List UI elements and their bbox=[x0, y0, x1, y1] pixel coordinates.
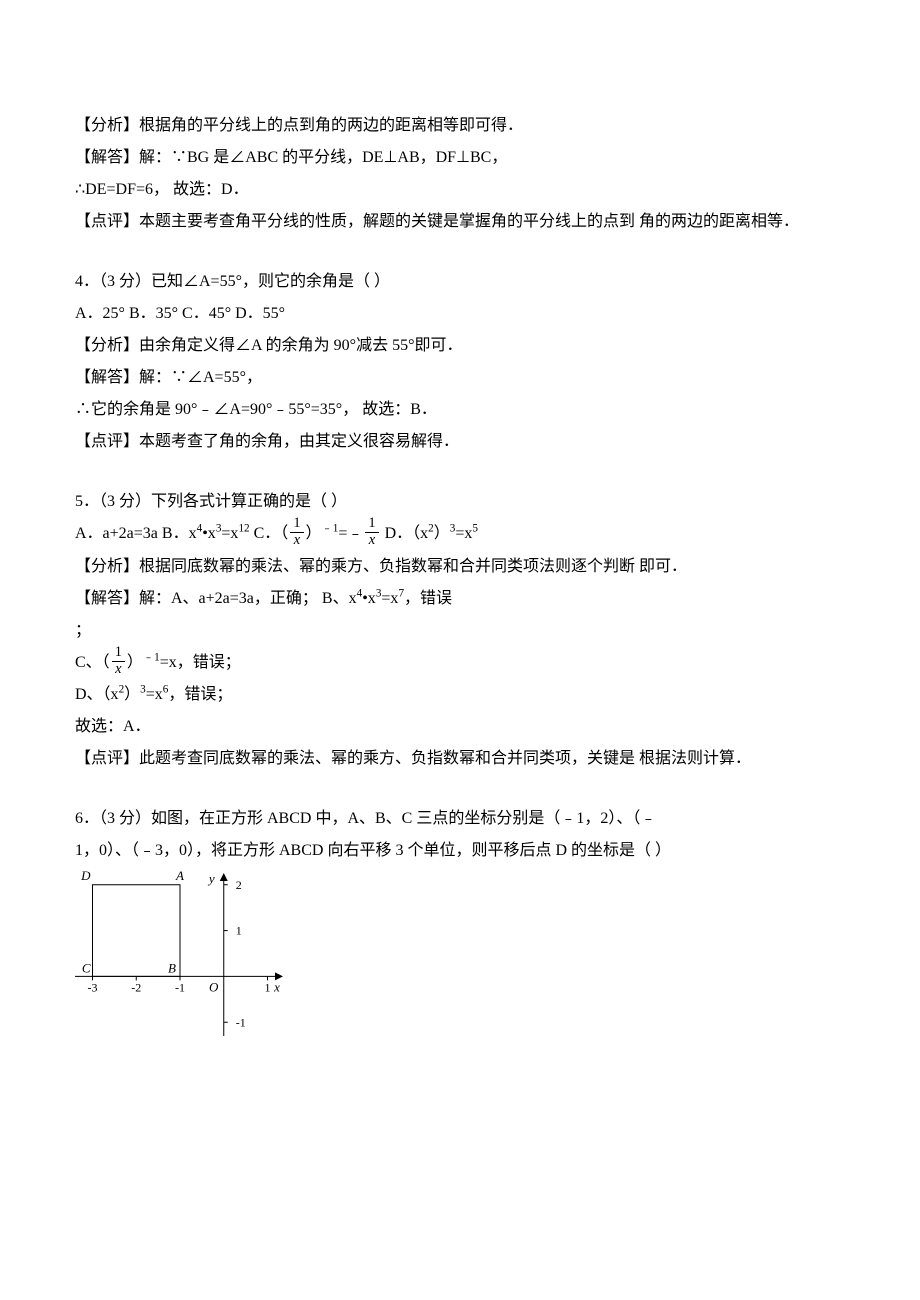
txt: =x bbox=[221, 525, 238, 542]
svg-text:1: 1 bbox=[265, 981, 271, 995]
txt: ） bbox=[127, 654, 143, 671]
txt: B．x bbox=[162, 525, 197, 542]
svg-text:1: 1 bbox=[236, 924, 242, 938]
q6-figure: -3 -2 -1 1 -1 1 2 Ox y D A B C bbox=[75, 871, 845, 1048]
txt: =x bbox=[146, 686, 163, 703]
txt: ） bbox=[434, 525, 450, 542]
svg-text:-2: -2 bbox=[131, 981, 141, 995]
fraction: 1x bbox=[290, 516, 303, 549]
txt: 【解答】解：A、a+2a=3a，正确； bbox=[75, 590, 318, 607]
svg-text:O: O bbox=[209, 980, 219, 995]
spacer bbox=[75, 458, 845, 486]
q5-solve-c: C、（1x）﹣1=x，错误； bbox=[75, 647, 845, 680]
q5-solve-d: D、（x2）3=x6，错误； bbox=[75, 679, 845, 711]
q4-options: A．25° B．35° C．45° D．55° bbox=[75, 298, 845, 330]
txt: ，错误 bbox=[404, 590, 452, 607]
svg-text:A: A bbox=[175, 871, 184, 883]
sup: 12 bbox=[238, 523, 249, 535]
denominator: x bbox=[112, 662, 125, 678]
txt: B、x bbox=[322, 590, 357, 607]
fraction: 1x bbox=[365, 516, 378, 549]
txt: ，错误； bbox=[168, 686, 232, 703]
svg-text:B: B bbox=[168, 961, 176, 976]
q3-solve-line1: 【解答】解：∵BG 是∠ABC 的平分线，DE⊥AB，DF⊥BC， bbox=[75, 142, 845, 174]
q4-option-d: D．55° bbox=[235, 305, 285, 322]
q3-comment: 【点评】本题主要考查角平分线的性质，解题的关键是掌握角的平分线上的点到 角的两边… bbox=[75, 206, 845, 238]
q4-analysis: 【分析】由余角定义得∠A 的余角为 90°减去 55°即可． bbox=[75, 330, 845, 362]
q6-stem-line1: 6．（3 分）如图，在正方形 ABCD 中，A、B、C 三点的坐标分别是（﹣1，… bbox=[75, 803, 845, 835]
denominator: x bbox=[290, 533, 303, 549]
q4-option-c: C．45° bbox=[182, 305, 231, 322]
q5-solve-semi: ； bbox=[75, 615, 845, 647]
q4-stem: 4．（3 分）已知∠A=55°，则它的余角是（ ） bbox=[75, 266, 845, 298]
txt: D、（x bbox=[75, 686, 119, 703]
q5-solve-a-b: 【解答】解：A、a+2a=3a，正确； B、x4•x3=x7，错误 bbox=[75, 583, 845, 615]
q5-option-c: C．（1x）﹣1=﹣1x bbox=[254, 525, 385, 542]
svg-text:C: C bbox=[82, 961, 91, 976]
spacer bbox=[75, 238, 845, 266]
q5-options: A．a+2a=3a B．x4•x3=x12 C．（1x）﹣1=﹣1x D．（x2… bbox=[75, 518, 845, 551]
sup: ﹣1 bbox=[322, 523, 339, 535]
q4-solve-line1: 【解答】解：∵∠A=55°， bbox=[75, 362, 845, 394]
coordinate-svg: -3 -2 -1 1 -1 1 2 Ox y D A B C bbox=[75, 871, 285, 1036]
denominator: x bbox=[365, 533, 378, 549]
q4-solve-line2: ∴它的余角是 90°﹣∠A=90°﹣55°=35°， 故选：B． bbox=[75, 394, 845, 426]
q4-comment: 【点评】本题考查了角的余角，由其定义很容易解得． bbox=[75, 426, 845, 458]
svg-text:x: x bbox=[273, 980, 280, 995]
q5-comment: 【点评】此题考查同底数幂的乘法、幂的乘方、负指数幂和合并同类项，关键是 根据法则… bbox=[75, 743, 845, 775]
txt: •x bbox=[362, 590, 376, 607]
fraction: 1x bbox=[112, 645, 125, 678]
numerator: 1 bbox=[365, 516, 378, 533]
txt: C．（ bbox=[254, 525, 289, 542]
svg-text:-1: -1 bbox=[175, 981, 185, 995]
txt: ） bbox=[306, 525, 322, 542]
q3-solve-line2: ∴DE=DF=6， 故选：D． bbox=[75, 174, 845, 206]
sup: 5 bbox=[472, 523, 478, 535]
q5-option-d: D．（x2）3=x5 bbox=[385, 525, 478, 542]
svg-text:y: y bbox=[207, 871, 215, 886]
svg-text:-1: -1 bbox=[236, 1016, 246, 1030]
txt: =x bbox=[381, 590, 398, 607]
q3-analysis: 【分析】根据角的平分线上的点到角的两边的距离相等即可得． bbox=[75, 110, 845, 142]
txt: C、（ bbox=[75, 654, 110, 671]
q5-stem: 5．（3 分）下列各式计算正确的是（ ） bbox=[75, 486, 845, 518]
txt: •x bbox=[202, 525, 216, 542]
svg-text:2: 2 bbox=[236, 878, 242, 892]
svg-text:D: D bbox=[80, 871, 91, 883]
q5-analysis: 【分析】根据同底数幂的乘法、幂的乘方、负指数幂和合并同类项法则逐个判断 即可． bbox=[75, 551, 845, 583]
txt: ） bbox=[124, 686, 140, 703]
q6-stem-line2: 1，0）、（﹣3，0），将正方形 ABCD 向右平移 3 个单位，则平移后点 D… bbox=[75, 835, 845, 867]
txt: =﹣ bbox=[338, 525, 363, 542]
numerator: 1 bbox=[112, 645, 125, 662]
spacer bbox=[75, 775, 845, 803]
numerator: 1 bbox=[290, 516, 303, 533]
txt: =x bbox=[455, 525, 472, 542]
txt: =x，错误； bbox=[160, 654, 241, 671]
svg-text:-3: -3 bbox=[88, 981, 98, 995]
txt: D．（x bbox=[385, 525, 429, 542]
q4-option-a: A．25° bbox=[75, 305, 125, 322]
q5-option-b: B．x4•x3=x12 bbox=[162, 525, 254, 542]
q4-option-b: B．35° bbox=[129, 305, 178, 322]
q5-option-a: A．a+2a=3a bbox=[75, 525, 158, 542]
q5-choose: 故选：A． bbox=[75, 711, 845, 743]
sup: ﹣1 bbox=[143, 651, 160, 663]
